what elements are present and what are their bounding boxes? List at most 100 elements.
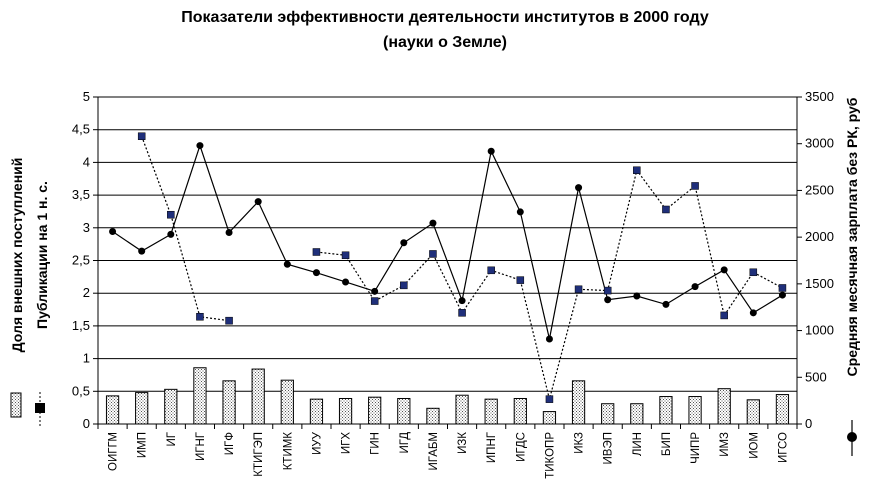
publications-point [487,266,495,275]
bar [426,407,440,425]
salary-point [196,142,204,150]
grid [98,96,797,392]
axes: 0 0,5 1 1,5 2 2,5 3 3,5 4 4,5 5 0 500 1000 1500 2000 250… [72,89,834,479]
publications-point [574,285,583,294]
bar [193,367,207,425]
publications-point [196,312,204,321]
x-tick-label: ИГДС [515,432,527,462]
publications-point [137,132,146,140]
salary-point [720,266,728,274]
bar [397,397,411,425]
salary-line [112,143,783,340]
x-tick-label: ИКЗ [574,432,586,454]
salary-point [312,269,320,277]
publications-point [167,210,175,219]
bar [775,394,790,425]
right-tick-label: 2000 [805,229,834,244]
publications-point [778,284,787,292]
x-tick-label: ТИКОПР [544,432,556,479]
left-tick-label: 1 [83,351,90,366]
salary-point [109,228,117,236]
x-tick-label: БИП [661,432,673,456]
salary-point [167,230,175,238]
left-tick-label: 1,5 [72,318,90,333]
right-tick-label: 3500 [805,89,834,104]
left-tick-label: 2 [83,285,90,300]
publications-point [662,205,670,214]
bar [717,388,731,425]
right-tick-label: 2500 [805,182,834,197]
bar [455,394,469,425]
publications-point [516,276,525,284]
legend-key-square [35,392,45,428]
bar [222,380,236,425]
x-tick-label: ИГФ [224,432,236,455]
x-tick-label: ИМЗ [719,432,731,457]
salary-point [225,228,233,236]
salary-point [691,283,699,291]
x-tick-label: ИОМ [748,432,760,459]
left-tick-label: 4 [83,154,90,169]
x-tick-label: ИГНГ [195,431,207,461]
left-tick-label: 0 [83,416,90,431]
salary-point [371,287,379,295]
x-tick-label: ИПНГ [486,431,498,463]
salary-point [138,247,146,255]
publications-point [400,281,408,290]
legend-key-bar [10,392,22,418]
salary-point [633,292,641,300]
publications-point [370,297,379,305]
salary-point [778,291,786,299]
line-series [109,132,787,403]
left-tick-label: 3,5 [72,187,90,202]
x-tick-label: ИУУ [311,431,323,455]
salary-point [254,198,262,206]
bar [338,397,353,425]
left-axis-label-2: Публикации на 1 н. с. [34,181,50,329]
bar [368,396,382,425]
right-tick-label: 3000 [805,136,834,151]
salary-point [604,296,612,304]
publications-point [633,166,641,174]
x-tick-label: ИГД [399,432,411,454]
x-tick-label: ИГАБМ [428,432,440,471]
right-tick-label: 500 [805,369,827,384]
left-tick-label: 5 [83,89,90,104]
x-tick-label: ИГСО [777,432,789,463]
salary-point [400,239,408,247]
publications-point [749,268,758,277]
legend-key-circle [847,420,857,456]
salary-point [487,147,495,155]
bar [630,403,644,425]
right-tick-label: 1000 [805,323,834,338]
bar-series [105,367,790,425]
x-tick-label: ЛИН [632,432,644,456]
left-tick-label: 0,5 [72,383,90,398]
x-tick-label: КТИМК [282,432,294,471]
publications-point [545,395,554,403]
x-tick-label: ИГ [166,431,178,446]
salary-point [516,208,524,216]
x-tick-label: ОИГГМ [108,432,120,471]
salary-point [458,297,466,305]
x-tick-label: ЧИПР [690,432,702,464]
bar [484,398,498,425]
bar [542,411,557,425]
bar [280,379,294,425]
bar [135,392,149,425]
salary-point [545,335,553,343]
right-tick-label: 1500 [805,276,834,291]
chart-title: Показатели эффективности деятельности ин… [181,9,709,26]
publications-point [720,311,728,320]
salary-point [429,219,437,227]
x-tick-label: ИВЭП [603,432,615,464]
salary-point [662,300,670,308]
publications-point [429,250,437,258]
bar [251,368,265,425]
chart-subtitle: (науки о Земле) [383,34,507,51]
right-tick-label: 0 [805,416,812,431]
right-axis-label: Средняя месячная зарплата без РК, руб [844,97,860,376]
bar [164,388,178,425]
left-tick-label: 3 [83,220,90,235]
